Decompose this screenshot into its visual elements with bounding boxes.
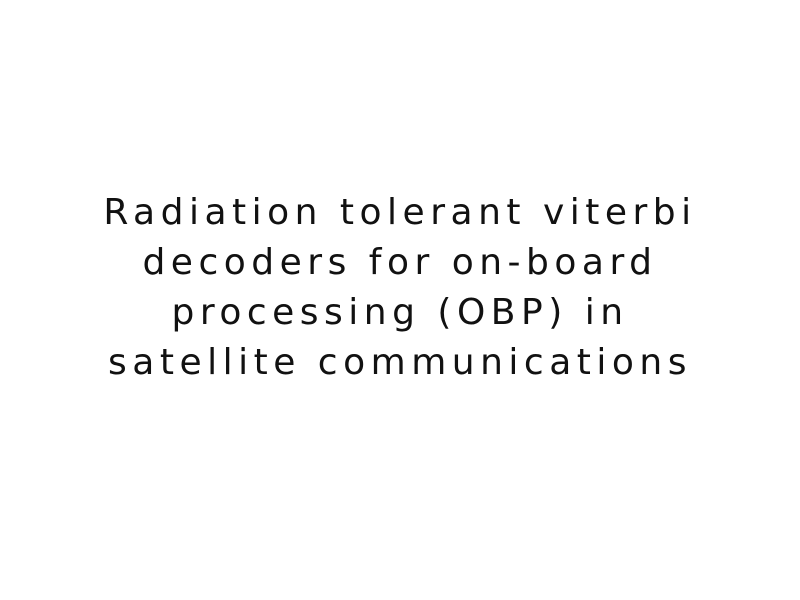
title-line-2: decoders for on-board — [142, 242, 658, 283]
title-text: Radiation tolerant viterbi decoders for … — [103, 188, 696, 388]
title-line-4: satellite communications — [108, 342, 692, 383]
title-line-1: Radiation tolerant viterbi — [103, 192, 697, 233]
title-line-3: processing (OBP) in — [171, 292, 629, 333]
